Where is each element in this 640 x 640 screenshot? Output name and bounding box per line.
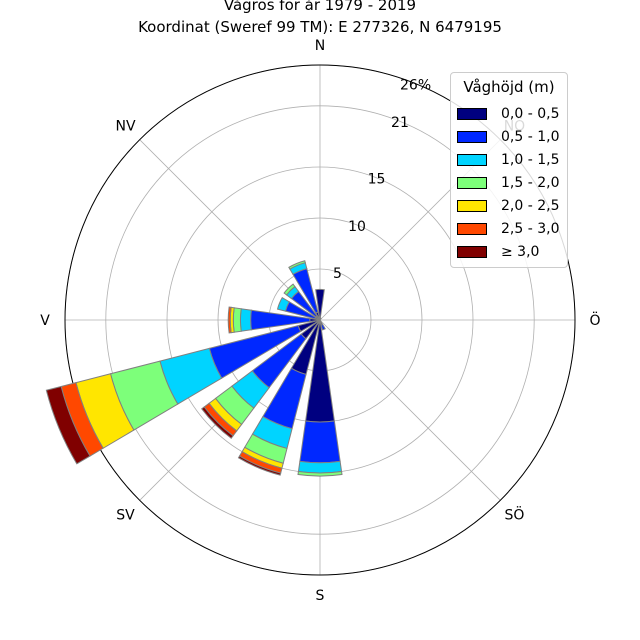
legend-item: 0,5 - 1,0: [457, 128, 559, 146]
rose-bar-S-1,0 - 1,5: [297, 460, 343, 474]
rose-bar-V-1,0 - 1,5: [239, 308, 252, 332]
polar-grid: [64, 64, 576, 576]
legend-swatch: [457, 223, 487, 235]
rose-bar-NNV-1,5 - 2,0: [288, 260, 306, 270]
legend-swatch: [457, 200, 487, 212]
rose-bar-V-2,5 - 3,0: [227, 306, 232, 334]
legend-item: 0,0 - 0,5: [457, 105, 559, 123]
rose-bar-V-1,5 - 2,0: [232, 307, 242, 333]
grid-spoke: [319, 319, 501, 501]
rose-bar-VSV-≥ 3,0: [45, 385, 91, 465]
legend-label: 0,5 - 1,0: [501, 129, 560, 145]
legend-swatch: [457, 108, 487, 120]
rose-bar-N-0,0 - 0,5: [315, 288, 325, 321]
rose-bars: [45, 260, 343, 477]
compass-label: NV: [116, 119, 136, 135]
legend-swatch: [457, 154, 487, 166]
chart-subtitle: Koordinat (Sweref 99 TM): E 277326, N 64…: [138, 18, 502, 36]
rose-bar-S-1,5 - 2,0: [297, 470, 343, 477]
legend-label: 0,0 - 0,5: [501, 106, 560, 122]
legend-item: ≥ 3,0: [457, 243, 539, 261]
rose-bar-SSÖ-0,5 - 1,0: [320, 323, 326, 331]
legend-swatch: [457, 246, 487, 258]
compass-label: SV: [116, 507, 135, 523]
rose-bar-SSV-≥ 3,0: [237, 455, 282, 476]
legend-item: 2,0 - 2,5: [457, 197, 559, 215]
legend-label: 1,5 - 2,0: [501, 175, 560, 191]
radial-tick-labels: 5 10 15 21 26%: [333, 77, 431, 281]
legend-label: 1,0 - 1,5: [501, 152, 560, 168]
compass-label: S: [316, 588, 325, 604]
legend-item: 1,5 - 2,0: [457, 174, 559, 192]
compass-label: Ö: [589, 311, 600, 329]
outer-ring: [64, 64, 576, 576]
legend-swatch: [457, 131, 487, 143]
chart-title: Vågros för år 1979 - 2019: [223, 0, 417, 14]
legend-label: 2,5 - 3,0: [501, 221, 560, 237]
rose-bar-NV-1,5 - 2,0: [283, 283, 296, 296]
rose-bar-S-0,0 - 0,5: [305, 319, 335, 423]
legend-label: ≥ 3,0: [501, 244, 540, 260]
compass-label: SÖ: [505, 505, 525, 523]
radial-tick-label: 21: [391, 115, 409, 131]
rose-bar-S-0,5 - 1,0: [299, 420, 341, 464]
legend-item: 1,0 - 1,5: [457, 151, 559, 169]
compass-label: V: [40, 313, 50, 329]
radial-tick-label: 15: [368, 172, 386, 188]
compass-label: N: [315, 38, 325, 54]
rose-bar-VNV-1,0 - 1,5: [276, 296, 290, 312]
rose-bar-SV-≥ 3,0: [201, 406, 234, 439]
legend-item: 2,5 - 3,0: [457, 220, 559, 238]
legend-swatch: [457, 177, 487, 189]
legend-label: 2,0 - 2,5: [501, 198, 560, 214]
legend-title: Våghöjd (m): [463, 78, 555, 96]
radial-tick-label: 26%: [400, 77, 431, 93]
radial-tick-label: 5: [333, 266, 342, 282]
legend: Våghöjd (m) 0,0 - 0,5 0,5 - 1,0 1,0 - 1,5 1…: [450, 72, 568, 268]
radial-tick-label: 10: [348, 219, 366, 235]
